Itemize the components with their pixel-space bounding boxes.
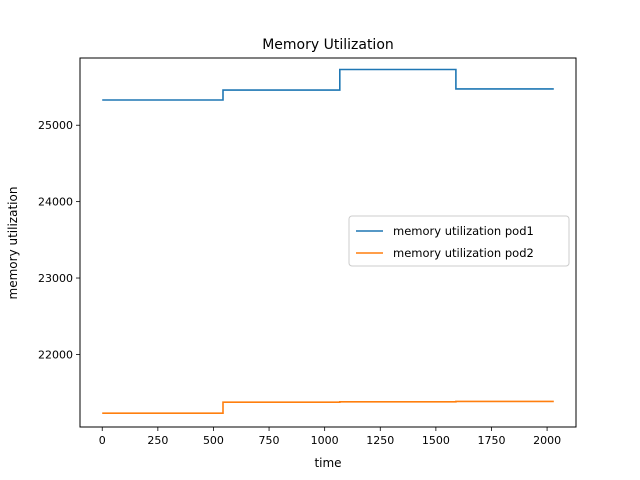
x-tick-label: 500: [203, 434, 224, 447]
x-tick-label: 750: [259, 434, 280, 447]
x-tick-label: 1000: [311, 434, 339, 447]
y-axis-ticks: 22000 23000 24000 25000: [38, 119, 80, 361]
legend-box: [348, 215, 570, 267]
x-tick-label: 1250: [366, 434, 394, 447]
x-tick-label: 0: [99, 434, 106, 447]
y-tick-label: 24000: [38, 196, 73, 209]
series-layer: [102, 68, 554, 414]
x-tick-label: 1500: [422, 434, 450, 447]
series-line-2: [102, 400, 554, 414]
x-axis-ticks: 0 250 500 750 1000 1250 1500 1750 2000: [99, 427, 561, 447]
chart-title: Memory Utilization: [262, 37, 394, 53]
y-axis-label: memory utilization: [6, 187, 20, 300]
x-tick-label: 250: [147, 434, 168, 447]
x-axis-label: time: [314, 456, 341, 470]
series-line-1: [102, 68, 554, 101]
y-tick-label: 25000: [38, 119, 73, 132]
x-tick-label: 1750: [477, 434, 505, 447]
y-tick-label: 23000: [38, 272, 73, 285]
legend-label-pod1: memory utilization pod1: [393, 224, 534, 238]
legend-label-pod2: memory utilization pod2: [393, 246, 534, 260]
plot-area-frame: [79, 57, 577, 428]
x-tick-label: 2000: [533, 434, 561, 447]
y-tick-label: 22000: [38, 348, 73, 361]
legend: memory utilization pod1 memory utilizati…: [348, 215, 570, 267]
